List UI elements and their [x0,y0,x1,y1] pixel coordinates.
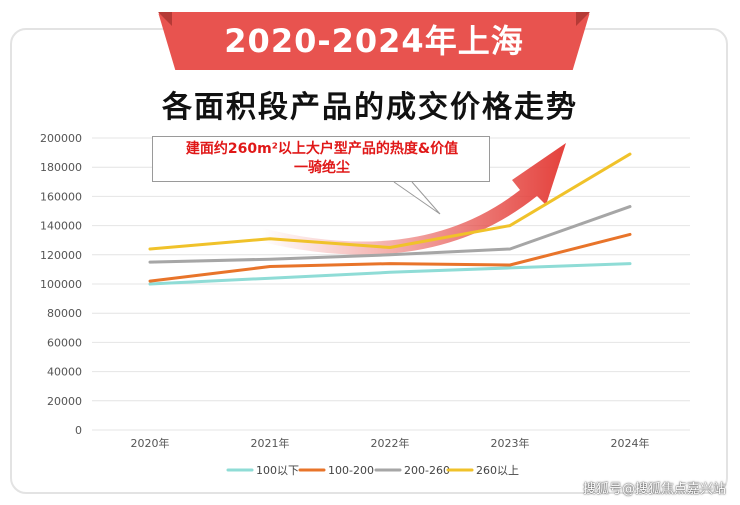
series-line [148,232,632,283]
callout-text: 建面约260m²以上大户型产品的热度&价值 一骑绝尘 [153,140,491,178]
y-tick-label: 160000 [40,190,82,203]
y-tick-label: 40000 [47,366,82,379]
x-tick-label: 2022年 [371,436,410,450]
y-tick-label: 200000 [40,132,82,145]
y-tick-label: 60000 [47,336,82,349]
y-axis: 0 20000 40000 60000 80000 100000 120000 140000 1… [40,132,82,437]
callout-line-1: 建面约260m²以上大户型产品的热度&价值 [185,141,459,157]
callout-pointer [393,181,441,215]
series-line [148,262,632,286]
y-tick-label: 0 [75,424,82,437]
y-tick-label: 100000 [40,278,82,291]
x-tick-label: 2023年 [491,436,530,450]
y-tick-label: 180000 [40,161,82,174]
watermark: 搜狐号@搜狐焦点嘉兴站 [582,482,726,497]
series-line [148,152,632,251]
y-tick-label: 20000 [47,395,82,408]
x-tick-label: 2021年 [251,436,290,450]
banner-background [158,12,590,70]
card-frame [10,28,728,494]
y-tick-label: 140000 [40,220,82,233]
page-title: 各面积段产品的成交价格走势 [162,90,578,125]
x-tick-label: 2024年 [611,436,650,450]
callout-line-2: 一骑绝尘 [294,160,350,176]
y-tick-label: 80000 [47,307,82,320]
banner: 2020-2024年上海 [158,12,590,70]
legend-label: 100-200 [328,464,374,477]
trend-arrow [262,143,566,255]
legend-label: 260以上 [476,464,519,477]
banner-text: 2020-2024年上海 [224,22,524,60]
series-line [148,205,632,264]
x-tick-label: 2020年 [131,436,170,450]
x-axis: 2020年 2021年 2022年 2023年 2024年 [131,436,650,450]
legend: 100以下 100-200 200-260 260以上 [226,464,519,477]
y-tick-label: 120000 [40,249,82,262]
arrow-shape [262,143,566,255]
callout-box: 建面约260m²以上大户型产品的热度&价值 一骑绝尘 [152,136,490,182]
legend-label: 200-260 [404,464,450,477]
series-lines [148,152,632,286]
legend-label: 100以下 [256,464,299,477]
